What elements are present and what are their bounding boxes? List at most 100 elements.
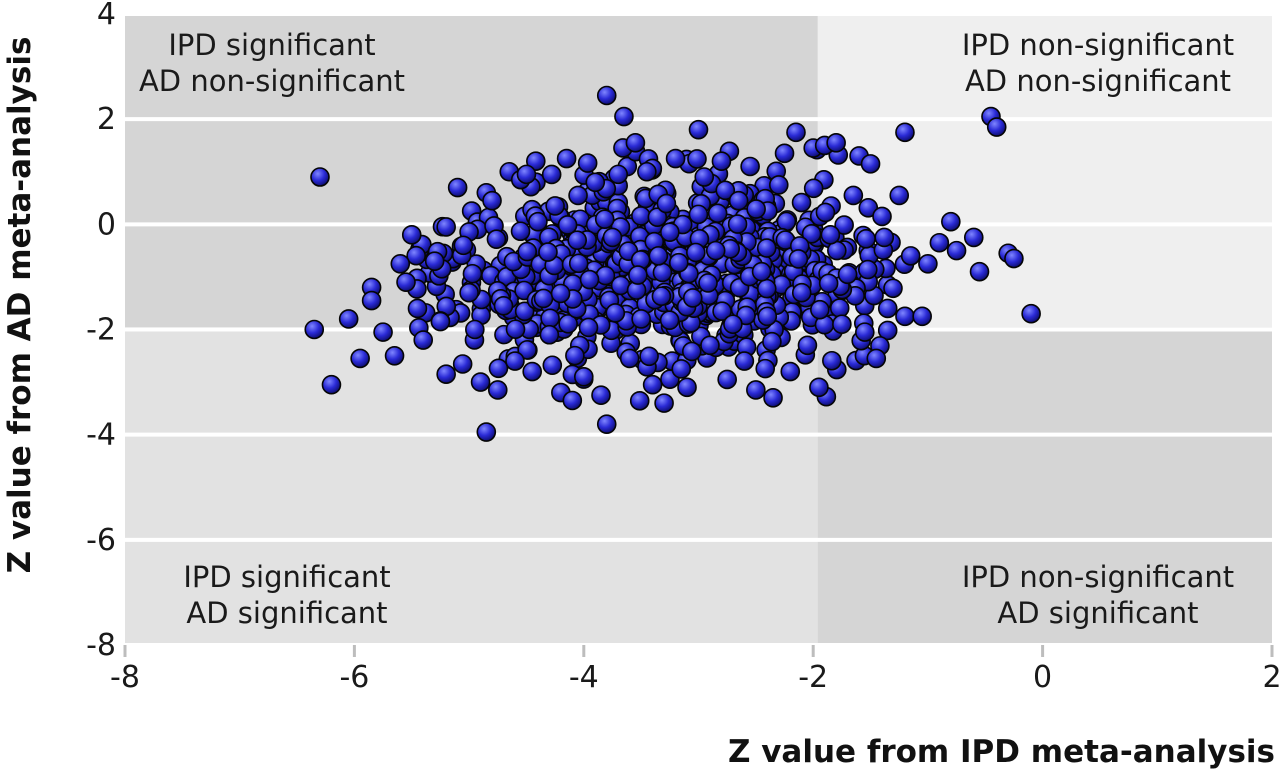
data-point [424,251,445,271]
x-axis-title: Z value from IPD meta-analysis [728,734,1275,770]
data-point [756,278,777,299]
data-point [493,296,514,316]
data-point [538,242,558,262]
data-point [338,309,359,329]
data-point [373,322,393,342]
data-point [889,185,910,206]
data-point [768,175,789,195]
data-point [413,330,434,350]
data-point [639,346,659,367]
data-point [406,245,426,266]
data-point [694,167,715,187]
data-point [763,388,783,408]
data-point [656,193,677,214]
data-point [528,211,548,232]
data-point [350,348,370,369]
data-point [826,133,846,153]
data-point [651,286,672,307]
x-tick-label: -6 [339,660,369,695]
data-point [809,377,829,398]
data-point [514,301,535,322]
data-point [542,355,563,376]
data-point [855,322,875,342]
y-tick-label: 4 [97,0,116,32]
data-point [558,314,578,334]
data-point [969,261,990,282]
data-point [539,324,560,345]
data-point [757,306,778,327]
data-point [803,178,824,199]
data-point [516,164,537,185]
data-point [567,230,588,251]
data-point [856,228,876,249]
data-point [929,232,950,253]
data-point [648,246,669,266]
data-point [941,211,961,232]
data-point [1004,248,1024,269]
x-tick-label: -4 [569,660,599,695]
data-point [482,190,502,211]
data-point [734,351,755,371]
data-point [746,380,766,400]
data-point [628,265,648,285]
data-point [786,122,806,143]
data-point [728,190,749,211]
data-point [762,331,782,352]
tick-labels: -8 -6 -4 -2 0 2 4 2 0 -2 -4 -6 -8 [86,0,1280,695]
data-point [723,314,743,335]
data-point [815,202,836,223]
data-point [801,224,822,244]
data-point [436,364,456,384]
data-point [756,238,777,258]
data-point [550,283,571,304]
data-point [629,391,650,411]
data-point [860,154,881,174]
data-point [594,209,615,229]
y-tick-label: -4 [86,418,116,453]
data-point [585,172,606,193]
data-point [614,106,634,127]
data-point [652,262,673,283]
quadrant-label-line2: AD significant [997,596,1198,630]
data-point [755,358,776,379]
data-point [707,203,728,224]
data-point [568,253,589,274]
data-point [688,204,709,225]
data-point [677,377,697,398]
quadrant-label-line2: AD non-significant [139,64,405,98]
data-point [596,414,617,434]
data-point [545,196,565,216]
data-point [407,298,428,319]
data-point [818,273,839,294]
data-point [895,306,915,327]
data-point [595,265,616,286]
data-point [453,235,474,256]
data-point [705,240,726,261]
data-point [522,361,542,382]
data-point [698,273,718,293]
data-point [659,310,680,330]
data-point [918,253,938,274]
data-point [557,215,578,235]
data-point [517,241,538,262]
x-tick-label: -8 [110,660,140,695]
data-point [517,340,537,360]
data-point [715,180,736,201]
y-tick-label: -6 [86,523,116,558]
data-point [682,288,703,308]
data-point [562,390,583,411]
data-point [602,227,623,248]
data-point [746,199,766,219]
data-point [631,309,651,329]
data-point [791,282,812,303]
data-point [505,319,526,340]
data-point [665,148,686,169]
data-point [591,385,611,406]
data-point [510,221,531,242]
y-tick-label: -8 [86,628,116,663]
data-point [883,278,903,299]
data-point [797,335,818,356]
data-point [791,192,812,213]
data-point [963,227,984,248]
data-point [874,227,895,248]
